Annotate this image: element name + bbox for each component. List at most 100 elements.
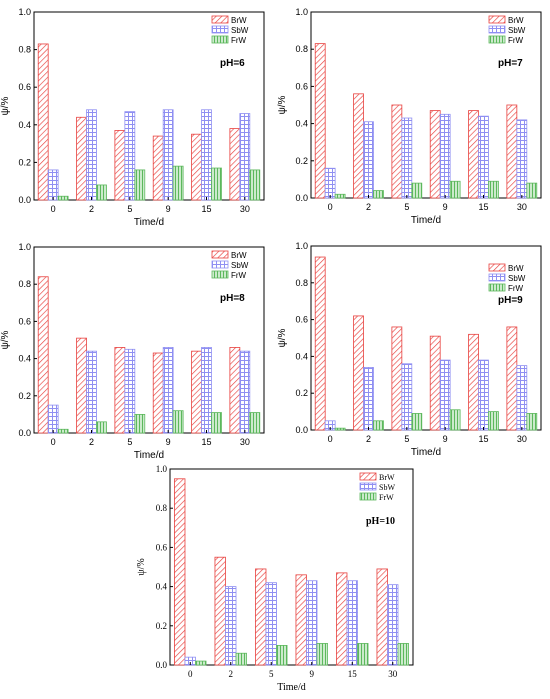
chart-panel: 0.0 0.2 0.4 0.6 0.8 1.0 ψ/% 0 2 5 9 15 30 Time/d BrWSb…	[0, 242, 265, 461]
x-tick-label: 15	[348, 669, 358, 679]
bar-frw	[397, 643, 409, 666]
y-tick-label: 0.2	[18, 157, 31, 167]
x-axis-label: Time/d	[411, 215, 441, 226]
y-tick-label: 0.8	[18, 279, 31, 289]
x-tick-label: 30	[517, 202, 527, 212]
y-tick-label: 0.4	[18, 120, 31, 130]
bar-brw	[314, 256, 326, 431]
legend-label-brw: BrW	[231, 16, 247, 25]
bar-sbw	[401, 363, 413, 431]
x-tick-label: 0	[188, 669, 193, 679]
ph-annotation: pH=7	[498, 58, 523, 69]
legend-swatch-frw	[211, 35, 229, 44]
legend-swatch-sbw	[488, 273, 506, 282]
legend-label-frw: FrW	[231, 271, 247, 280]
y-tick-label: 0.8	[295, 44, 308, 54]
bar-frw	[211, 167, 222, 201]
y-tick-label: 1.0	[295, 241, 308, 251]
y-tick-label: 0.2	[156, 621, 167, 631]
y-axis-label: ψ/%	[136, 558, 147, 575]
bar-sbw	[225, 586, 237, 666]
bar-brw	[429, 110, 441, 199]
x-tick-label: 15	[478, 434, 488, 444]
ph-annotation: pH=8	[220, 293, 245, 304]
y-tick-label: 0.6	[18, 316, 31, 326]
bar-frw	[411, 182, 423, 199]
bar-brw	[37, 276, 49, 434]
bar-frw	[526, 413, 538, 431]
plot-frame	[310, 11, 542, 199]
y-tick-label: 0.0	[295, 425, 308, 435]
x-tick-label: 0	[328, 202, 333, 212]
legend-swatch-frw	[488, 35, 506, 44]
bar-brw	[429, 335, 441, 431]
legend-label-sbw: SbW	[231, 261, 249, 270]
x-tick-label: 5	[404, 434, 409, 444]
legend-label-brw: BrW	[508, 16, 524, 25]
bar-frw	[211, 412, 222, 434]
bar-brw	[353, 315, 364, 431]
chart-panel: 0.0 0.2 0.4 0.6 0.8 1.0 ψ/% 0 2 5 9 15 30 Time/d BrWSb…	[277, 241, 542, 458]
legend-swatch-brw	[488, 15, 506, 24]
bar-brw	[191, 133, 202, 201]
bar-brw	[114, 130, 126, 201]
chart-panel: 0.0 0.2 0.4 0.6 0.8 1.0 ψ/% 0 2 5 9 15 30 Time/d BrWSb…	[277, 7, 542, 226]
y-axis-label: ψ/%	[0, 96, 11, 115]
x-axis-label: Time/d	[277, 682, 306, 693]
x-tick-label: 2	[229, 669, 234, 679]
bar-sbw	[124, 348, 136, 434]
x-tick-label: 2	[366, 202, 371, 212]
bar-frw	[172, 410, 184, 434]
bar-sbw	[124, 111, 136, 201]
bar-frw	[134, 169, 146, 201]
bar-sbw	[324, 167, 336, 199]
legend-label-sbw: SbW	[508, 274, 526, 283]
bar-frw	[334, 427, 346, 431]
legend-label-sbw: SbW	[379, 483, 395, 492]
y-tick-label: 0.0	[18, 195, 31, 205]
bar-frw	[195, 660, 207, 666]
bar-sbw	[478, 115, 489, 199]
legend-swatch-frw	[211, 270, 229, 279]
y-tick-label: 0.6	[18, 82, 31, 92]
bar-brw	[255, 568, 267, 666]
bar-brw	[468, 333, 479, 431]
legend-label-frw: FrW	[231, 36, 247, 45]
x-tick-label: 30	[517, 434, 527, 444]
x-tick-label: 0	[51, 437, 56, 447]
legend-swatch-brw	[211, 15, 229, 24]
bar-brw	[191, 350, 202, 434]
ph-annotation: pH=10	[366, 516, 395, 527]
legend-label-frw: FrW	[508, 36, 524, 45]
plot-frame	[169, 468, 414, 666]
bar-sbw	[86, 350, 97, 434]
x-tick-label: 15	[201, 437, 211, 447]
legend-swatch-frw	[488, 283, 506, 292]
y-tick-label: 0.0	[156, 660, 168, 670]
x-tick-label: 30	[240, 204, 250, 214]
x-tick-label: 2	[89, 204, 94, 214]
y-tick-label: 0.2	[295, 388, 308, 398]
y-axis-label: ψ/%	[277, 95, 288, 114]
bar-sbw	[401, 117, 413, 199]
x-tick-label: 0	[51, 204, 56, 214]
bar-frw	[526, 182, 538, 199]
bar-sbw	[201, 347, 212, 434]
x-tick-label: 5	[127, 204, 132, 214]
ph-annotation: pH=9	[498, 295, 523, 306]
legend-swatch-frw	[359, 492, 377, 501]
bar-brw	[376, 568, 388, 666]
bar-sbw	[363, 121, 374, 199]
bar-sbw	[86, 109, 97, 201]
bar-frw	[96, 184, 107, 201]
x-tick-label: 5	[269, 669, 274, 679]
y-tick-label: 0.4	[156, 582, 168, 592]
legend-label-frw: FrW	[508, 284, 524, 293]
bar-sbw	[239, 350, 251, 434]
bar-brw	[174, 478, 186, 666]
y-tick-label: 0.2	[18, 391, 31, 401]
y-tick-label: 1.0	[295, 7, 308, 17]
x-tick-label: 2	[89, 437, 94, 447]
bar-sbw	[47, 404, 59, 434]
chart-panel: 0.0 0.2 0.4 0.6 0.8 1.0 ψ/% 0 2 5 9 15 30 Time/d BrWSb…	[0, 7, 265, 228]
